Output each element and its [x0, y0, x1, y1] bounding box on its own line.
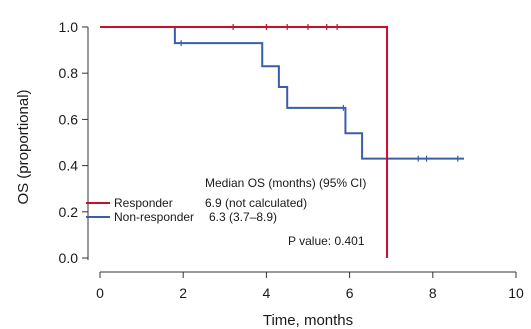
- x-tick-label: 2: [179, 285, 187, 301]
- p-value: P value: 0.401: [288, 234, 365, 248]
- y-tick-label: 1.0: [59, 19, 79, 35]
- series-line-responder: [100, 26, 389, 258]
- legend: Responder Non-responder: [86, 196, 194, 224]
- y-tick-label: 0.0: [59, 250, 79, 266]
- x-tick-label: 0: [96, 285, 104, 301]
- x-tick-label: 6: [346, 285, 354, 301]
- series-line-nonresponder: [100, 26, 464, 160]
- annotations: Median OS (months) (95% CI) 6.9 (not cal…: [205, 176, 366, 248]
- x-tick-label: 8: [429, 285, 437, 301]
- x-tick-label: 10: [508, 285, 524, 301]
- y-tick-label: 0.4: [59, 158, 79, 174]
- legend-label-nonresponder: Non-responder: [114, 210, 194, 224]
- y-axis-title: OS (proportional): [15, 89, 32, 204]
- axes: 0.0 0.2 0.4 0.6 0.8 1.0 0 2 4 6 8 10: [59, 19, 524, 301]
- median-header: Median OS (months) (95% CI): [205, 176, 366, 190]
- y-tick-label: 0.8: [59, 65, 79, 81]
- y-tick-label: 0.6: [59, 111, 79, 127]
- x-axis-title: Time, months: [263, 312, 353, 329]
- x-ticks: 0 2 4 6 8 10: [96, 272, 524, 301]
- y-ticks: 0.0 0.2 0.4 0.6 0.8 1.0: [59, 19, 88, 266]
- x-tick-label: 4: [263, 285, 271, 301]
- responder-median: 6.9 (not calculated): [205, 196, 307, 210]
- nonresponder-median: 6.3 (3.7–8.9): [209, 210, 277, 224]
- series-layer: [100, 24, 464, 258]
- y-tick-label: 0.2: [59, 204, 79, 220]
- legend-label-responder: Responder: [114, 196, 173, 210]
